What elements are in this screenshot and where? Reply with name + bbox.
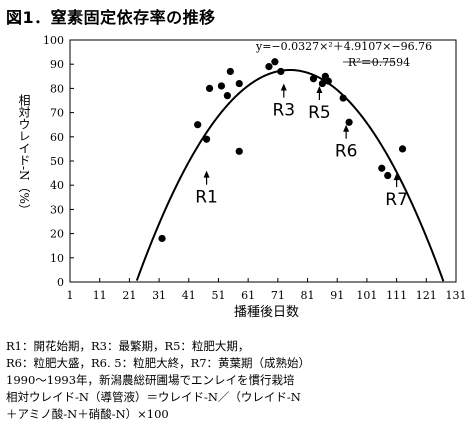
note-line: 1990～1993年，新潟農総研圃場でエンレイを慣行栽培 bbox=[6, 373, 295, 387]
data-point bbox=[318, 79, 326, 88]
annotation-arrow-head bbox=[203, 170, 210, 178]
x-tick-label: 11 bbox=[93, 289, 107, 302]
y-tick-label: 0 bbox=[57, 276, 64, 289]
annotation-label: R6 bbox=[335, 142, 358, 162]
data-point bbox=[205, 84, 214, 92]
y-tick-label: 60 bbox=[50, 131, 64, 144]
data-point bbox=[271, 58, 279, 66]
y-tick-label: 100 bbox=[43, 34, 64, 47]
x-tick-label: 131 bbox=[446, 289, 467, 302]
x-tick-label: 101 bbox=[356, 289, 377, 302]
data-point bbox=[217, 82, 226, 90]
x-tick-label: 1 bbox=[67, 289, 74, 302]
equation-box: y=−0.0327×²＋4.9107×−96.76 R²＝0.7594 bbox=[255, 40, 432, 69]
annotation-label: R1 bbox=[195, 188, 218, 208]
data-point bbox=[378, 164, 386, 172]
annotation-arrow-head bbox=[393, 173, 400, 181]
figure-notes: R1：開花始期，R3：最繁期，R5：粒肥大期， R6：粒肥大盛，R6. 5：粒肥… bbox=[6, 338, 310, 423]
x-tick-label: 61 bbox=[241, 289, 255, 302]
y-axis-label: 相対ウレイド-N（%） bbox=[17, 94, 31, 216]
trend-curve bbox=[135, 69, 445, 282]
data-point bbox=[277, 67, 285, 76]
y-tick-label: 80 bbox=[50, 82, 64, 95]
r2-text: R²＝0.7594 bbox=[348, 56, 410, 69]
x-tick-label: 41 bbox=[182, 289, 196, 302]
x-axis-label: 播種後日数 bbox=[234, 305, 300, 320]
data-points bbox=[158, 58, 407, 243]
data-point bbox=[398, 145, 407, 153]
y-tick-label: 30 bbox=[50, 203, 64, 216]
annotation-r7: R7 bbox=[385, 173, 408, 210]
figure-title: 図1．窒素固定依存率の推移 bbox=[6, 8, 216, 27]
data-point bbox=[202, 135, 211, 143]
data-point bbox=[235, 79, 243, 88]
y-tick-label: 10 bbox=[50, 252, 64, 265]
data-point bbox=[223, 92, 231, 100]
annotation-r5: R5 bbox=[308, 85, 331, 123]
note-line: R1：開花始期，R3：最繁期，R5：粒肥大期， bbox=[6, 339, 250, 353]
equation-text: y=−0.0327×²＋4.9107×−96.76 bbox=[255, 40, 432, 53]
data-point bbox=[265, 63, 273, 71]
trendline bbox=[135, 69, 445, 282]
x-tick-label: 31 bbox=[152, 289, 166, 302]
note-line: R6：粒肥大盛，R6. 5：粒肥大終，R7：黄葉期（成熟始） bbox=[6, 356, 311, 370]
data-point bbox=[158, 234, 166, 243]
x-tick-label: 111 bbox=[386, 289, 407, 302]
x-tick-label: 71 bbox=[271, 289, 285, 302]
x-tick-label: 81 bbox=[301, 289, 315, 302]
data-point bbox=[194, 121, 202, 129]
data-point bbox=[226, 67, 234, 76]
annotation-label: R3 bbox=[272, 101, 295, 121]
y-tick-label: 90 bbox=[50, 58, 64, 71]
note-line: ＋アミノ酸-N＋硝酸-N）×100 bbox=[6, 407, 169, 421]
note-line: 相対ウレイド-N（導管液）＝ウレイド-N／（ウレイド-N bbox=[6, 390, 301, 404]
data-point bbox=[345, 118, 353, 126]
y-tick-label: 40 bbox=[50, 179, 64, 192]
y-tick-label: 20 bbox=[50, 228, 64, 241]
annotation-arrow-head bbox=[316, 85, 323, 93]
x-tick-label: 91 bbox=[330, 289, 344, 302]
annotation-r1: R1 bbox=[195, 170, 218, 208]
annotation-r3: R3 bbox=[272, 83, 295, 121]
x-tick-label: 21 bbox=[122, 289, 136, 302]
annotation-r6: R6 bbox=[335, 124, 358, 162]
y-tick-label: 70 bbox=[50, 107, 64, 120]
data-point bbox=[384, 171, 392, 180]
y-tick-label: 50 bbox=[50, 155, 64, 168]
data-point bbox=[235, 147, 243, 155]
annotation-label: R7 bbox=[385, 190, 408, 210]
annotation-arrow-head bbox=[280, 83, 287, 91]
x-tick-label: 121 bbox=[416, 289, 437, 302]
x-tick-label: 51 bbox=[211, 289, 225, 302]
annotation-arrow-head bbox=[343, 124, 350, 132]
annotation-label: R5 bbox=[308, 103, 331, 123]
data-point bbox=[324, 77, 332, 85]
data-point bbox=[339, 94, 347, 102]
data-point bbox=[309, 75, 318, 83]
